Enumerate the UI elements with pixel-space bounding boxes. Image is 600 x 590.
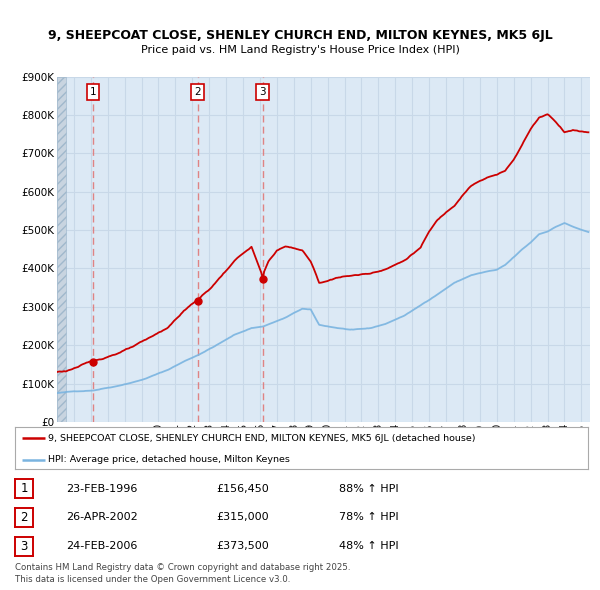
Text: 2: 2	[194, 87, 201, 97]
Text: Price paid vs. HM Land Registry's House Price Index (HPI): Price paid vs. HM Land Registry's House …	[140, 45, 460, 54]
Text: £315,000: £315,000	[216, 513, 269, 522]
Text: 3: 3	[20, 540, 28, 553]
Bar	[57, 77, 67, 422]
Text: 78% ↑ HPI: 78% ↑ HPI	[339, 513, 398, 522]
Text: This data is licensed under the Open Government Licence v3.0.: This data is licensed under the Open Gov…	[15, 575, 290, 584]
Text: 1: 1	[20, 482, 28, 495]
Bar	[57, 77, 67, 422]
Text: 23-FEB-1996: 23-FEB-1996	[66, 484, 137, 493]
Text: 88% ↑ HPI: 88% ↑ HPI	[339, 484, 398, 493]
Text: 26-APR-2002: 26-APR-2002	[66, 513, 138, 522]
Text: 9, SHEEPCOAT CLOSE, SHENLEY CHURCH END, MILTON KEYNES, MK5 6JL: 9, SHEEPCOAT CLOSE, SHENLEY CHURCH END, …	[47, 29, 553, 42]
Text: 3: 3	[259, 87, 266, 97]
Text: 24-FEB-2006: 24-FEB-2006	[66, 542, 137, 551]
Text: £373,500: £373,500	[216, 542, 269, 551]
Text: 9, SHEEPCOAT CLOSE, SHENLEY CHURCH END, MILTON KEYNES, MK5 6JL (detached house): 9, SHEEPCOAT CLOSE, SHENLEY CHURCH END, …	[47, 434, 475, 442]
Text: 48% ↑ HPI: 48% ↑ HPI	[339, 542, 398, 551]
Text: HPI: Average price, detached house, Milton Keynes: HPI: Average price, detached house, Milt…	[47, 455, 290, 464]
Text: £156,450: £156,450	[216, 484, 269, 493]
Text: Contains HM Land Registry data © Crown copyright and database right 2025.: Contains HM Land Registry data © Crown c…	[15, 563, 350, 572]
Text: 1: 1	[90, 87, 97, 97]
Text: 2: 2	[20, 511, 28, 524]
